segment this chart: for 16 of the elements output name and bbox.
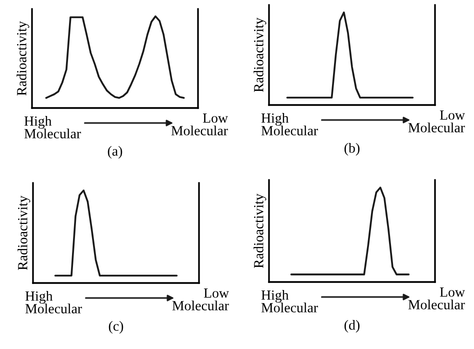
text: High Molecular — [24, 116, 81, 138]
text: (a) — [108, 146, 122, 159]
text: High Molecular — [261, 113, 318, 136]
y-axis-title: Radioactivity — [18, 196, 30, 270]
y-axis-title: Radioactivity — [254, 18, 266, 92]
text: High Molecular — [25, 291, 82, 314]
text: High Molecular — [261, 290, 318, 312]
y-axis-title: Radioactivity — [254, 194, 266, 268]
text: Low Molecular — [172, 288, 229, 310]
text: (d) — [344, 320, 360, 333]
text: (c) — [108, 321, 124, 334]
text: Low Molecular — [408, 110, 465, 132]
y-axis-title: Radioactivity — [16, 21, 30, 96]
text: (b) — [344, 143, 360, 156]
text: Low Molecular — [408, 288, 465, 310]
text: Low Molecular — [171, 114, 228, 136]
